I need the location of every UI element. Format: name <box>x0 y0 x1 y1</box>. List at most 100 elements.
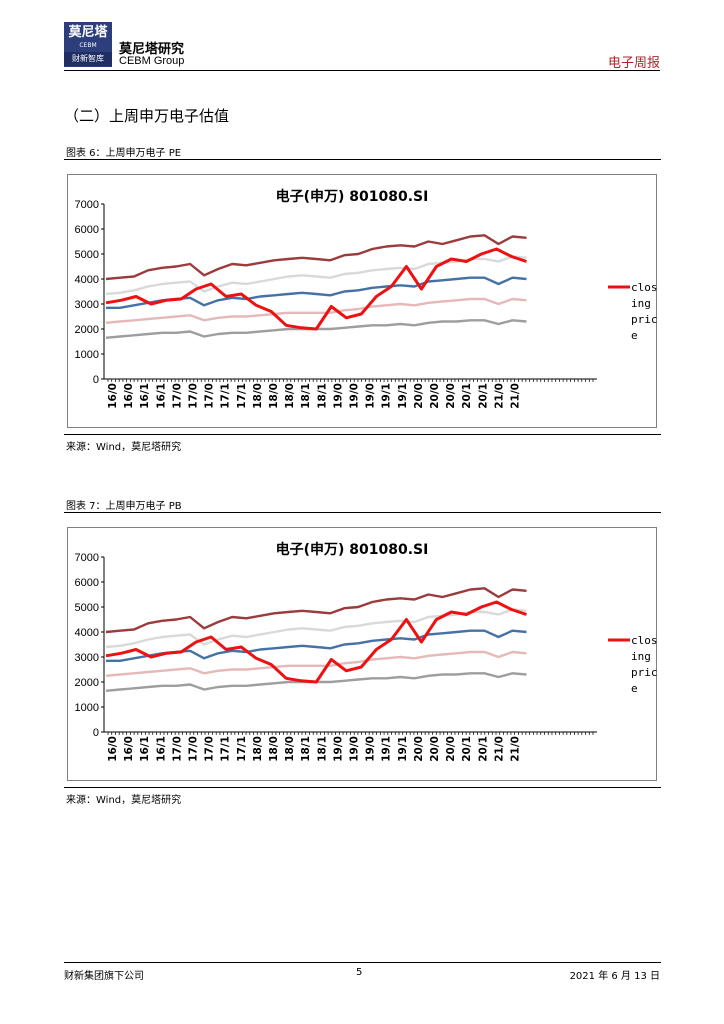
legend-label: ing <box>631 297 651 310</box>
legend-label: pric <box>631 666 657 679</box>
chart-title: 电子(申万) 801080.SI <box>276 188 429 205</box>
x-tick-label: 18/0 <box>268 736 280 762</box>
x-tick-label: 17/1 <box>236 383 248 409</box>
chart-electronics-pb: 电子(申万) 801080.SI 0 1000 2000 3000 4000 5000 600… <box>67 527 657 781</box>
y-tick-label: 4000 <box>75 274 99 286</box>
x-tick-label: 18/0 <box>284 736 296 762</box>
y-tick-label: 3000 <box>75 299 99 311</box>
y-tick-label: 5000 <box>75 249 99 261</box>
x-tick-label: 19/1 <box>397 736 409 762</box>
x-tick-label: 17/0 <box>188 383 200 409</box>
footer-date: 2021 年 6 月 13 日 <box>569 971 660 982</box>
x-tick-label: 20/0 <box>445 383 457 409</box>
logo-text-cn: 莫尼塔 <box>68 25 108 40</box>
figure-caption-pb: 图表 7：上周申万电子 PB <box>66 501 182 512</box>
y-tick-label: 0 <box>93 727 99 739</box>
x-tick-label: 18/1 <box>316 736 328 762</box>
x-tick-label: 21/0 <box>510 383 522 409</box>
figure-bottom-rule <box>64 434 661 435</box>
x-tick-label: 20/0 <box>413 736 425 762</box>
x-tick-label: 19/0 <box>349 736 361 762</box>
series-line-band <box>105 297 527 324</box>
x-tick-label: 20/0 <box>429 736 441 762</box>
cebm-logo: 莫尼塔 CEBM 财新智库 <box>64 22 112 67</box>
x-tick-label: 16/0 <box>123 383 135 409</box>
x-tick-label: 16/0 <box>123 736 135 762</box>
y-tick-label: 0 <box>93 374 99 386</box>
footer-divider <box>64 962 661 963</box>
y-tick-label: 2000 <box>75 324 99 336</box>
y-tick-label: 4000 <box>75 627 99 639</box>
series-line-band <box>105 234 527 281</box>
x-tick-label: 17/0 <box>188 736 200 762</box>
x-tick-label: 21/0 <box>510 736 522 762</box>
y-tick-label: 1000 <box>75 349 99 361</box>
x-tick-label: 18/0 <box>284 383 296 409</box>
figure-source-pb: 来源：Wind，莫尼塔研究 <box>66 795 182 806</box>
x-tick-label: 17/0 <box>171 736 183 762</box>
header-divider <box>64 70 660 71</box>
y-tick-label: 7000 <box>75 552 99 564</box>
logo-text-en: CEBM <box>79 42 97 49</box>
x-tick-label: 17/1 <box>236 736 248 762</box>
x-tick-label: 16/1 <box>139 736 151 762</box>
legend-label: e <box>631 329 638 342</box>
x-tick-label: 18/1 <box>300 383 312 409</box>
x-tick-label: 20/0 <box>429 383 441 409</box>
x-tick-label: 19/1 <box>381 383 393 409</box>
x-tick-label: 20/1 <box>461 383 473 409</box>
x-tick-label: 20/0 <box>445 736 457 762</box>
series-line-closing-price <box>105 247 527 331</box>
x-tick-label: 16/0 <box>107 736 119 762</box>
x-tick-label: 20/0 <box>413 383 425 409</box>
legend-label: pric <box>631 313 657 326</box>
x-tick-label: 16/0 <box>107 383 119 409</box>
x-tick-label: 19/1 <box>397 383 409 409</box>
x-tick-label: 17/0 <box>171 383 183 409</box>
chart-svg: 电子(申万) 801080.SI 0 1000 2000 3000 4000 5000 600… <box>67 174 657 428</box>
x-tick-label: 18/0 <box>268 383 280 409</box>
footer-company: 财新集团旗下公司 <box>64 971 144 982</box>
x-tick-label: 19/0 <box>349 383 361 409</box>
chart-electronics-pe: 电子(申万) 801080.SI 0 1000 2000 3000 4000 5000 600… <box>67 174 657 428</box>
x-tick-label: 17/1 <box>220 383 232 409</box>
logo-text-caixin: 财新智库 <box>64 52 112 66</box>
brand-name-cn: 莫尼塔研究 <box>119 42 185 57</box>
y-tick-label: 5000 <box>75 602 99 614</box>
series-line-band <box>105 255 527 296</box>
x-tick-label: 16/1 <box>155 383 167 409</box>
x-tick-label: 18/1 <box>300 736 312 762</box>
x-tick-label: 20/1 <box>477 736 489 762</box>
series-line-band <box>105 608 527 649</box>
x-tick-label: 19/0 <box>365 383 377 409</box>
y-tick-label: 3000 <box>75 652 99 664</box>
x-tick-label: 17/1 <box>220 736 232 762</box>
y-tick-label: 7000 <box>75 199 99 211</box>
figure-top-rule <box>64 512 661 513</box>
figure-bottom-rule <box>64 787 661 788</box>
x-tick-label: 19/0 <box>332 736 344 762</box>
y-tick-label: 1000 <box>75 702 99 714</box>
x-tick-label: 16/1 <box>155 736 167 762</box>
x-tick-label: 21/0 <box>493 383 505 409</box>
x-tick-label: 17/0 <box>204 736 216 762</box>
legend-label: clos <box>631 281 657 294</box>
brand-name-en: CEBM Group <box>119 55 185 67</box>
series-line-band <box>105 587 527 634</box>
x-tick-label: 21/0 <box>493 736 505 762</box>
x-tick-label: 17/0 <box>204 383 216 409</box>
x-tick-label: 18/0 <box>252 736 264 762</box>
figure-top-rule <box>64 159 661 160</box>
y-tick-label: 6000 <box>75 224 99 236</box>
page-number: 5 <box>356 967 363 978</box>
legend-label: ing <box>631 650 651 663</box>
chart-svg: 电子(申万) 801080.SI 0 1000 2000 3000 4000 5000 600… <box>67 527 657 781</box>
y-tick-label: 2000 <box>75 677 99 689</box>
x-tick-label: 20/1 <box>477 383 489 409</box>
x-tick-label: 18/0 <box>252 383 264 409</box>
report-type-label: 电子周报 <box>607 56 660 71</box>
section-title: （二）上周申万电子估值 <box>64 107 230 125</box>
series-line-closing-price <box>105 600 527 684</box>
legend-label: e <box>631 682 638 695</box>
y-tick-label: 6000 <box>75 577 99 589</box>
